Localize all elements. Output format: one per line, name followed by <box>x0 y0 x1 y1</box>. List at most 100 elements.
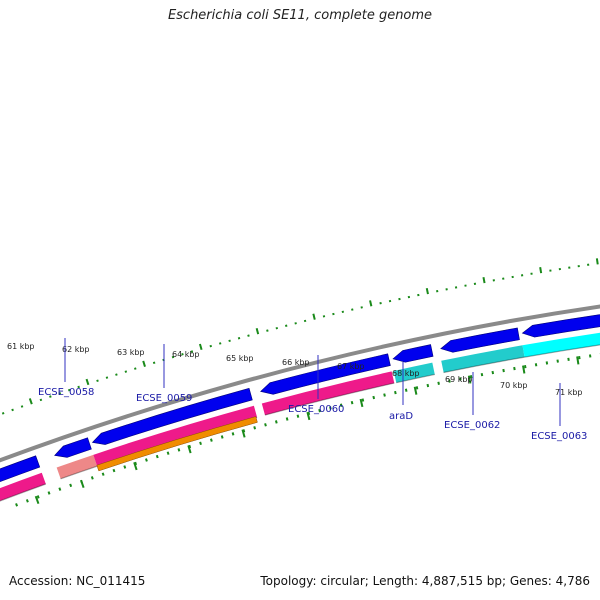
map-title: Escherichia coli SE11, complete genome <box>167 8 433 23</box>
gene-feature-band[interactable] <box>522 329 600 358</box>
scale-minor-tick <box>459 377 462 381</box>
cds-arrow[interactable] <box>440 327 520 353</box>
gene-label[interactable]: ECSE_0058 <box>38 387 94 398</box>
scale-minor-tick <box>177 448 181 452</box>
scale-tick-label: 62 kbp <box>62 345 90 354</box>
scale-minor-tick <box>296 414 300 418</box>
outer-ring-tick <box>266 329 269 332</box>
scale-minor-tick <box>199 441 202 446</box>
cds-arrow[interactable] <box>392 344 434 363</box>
cds-arrow[interactable] <box>0 455 41 483</box>
scale-major-tick <box>34 495 40 505</box>
scale-minor-tick <box>58 487 62 491</box>
genome-backbone <box>0 304 600 463</box>
outer-ring-tick <box>49 395 52 398</box>
scale-tick-label: 61 kbp <box>7 342 35 351</box>
gene-label[interactable]: araD <box>389 411 413 422</box>
scale-minor-tick <box>524 364 527 369</box>
gene-feature-band[interactable] <box>393 362 435 383</box>
outer-ring-tick <box>255 328 260 335</box>
scale-tick-label: 71 kbp <box>555 388 583 397</box>
scale-tick-label: 70 kbp <box>500 381 528 390</box>
scale-minor-tick <box>534 363 538 367</box>
scale-minor-tick <box>15 503 19 507</box>
scale-minor-tick <box>134 461 138 466</box>
scale-tick-label: 67 kbp <box>337 362 365 371</box>
scale-minor-tick <box>339 403 343 407</box>
scale-minor-tick <box>372 395 376 400</box>
scale-minor-tick <box>350 400 354 405</box>
scale-minor-tick <box>47 491 51 495</box>
scale-major-tick <box>133 462 138 471</box>
gene-feature-band-shadow <box>396 373 435 384</box>
outer-ring-tick <box>85 378 90 386</box>
outer-ring-tick <box>181 353 184 356</box>
outer-ring-tick <box>237 336 241 340</box>
gene-feature-band[interactable] <box>0 472 46 504</box>
scale-minor-tick <box>502 368 505 373</box>
scale-minor-tick <box>415 386 419 390</box>
gene-feature-band-shadow <box>264 382 395 416</box>
gene-feature-band[interactable] <box>93 405 258 467</box>
outer-ring-tick <box>595 258 599 265</box>
scale-minor-tick <box>437 381 440 385</box>
cds-arrow[interactable] <box>54 437 92 458</box>
scale-tick-label: 68 kbp <box>392 369 420 378</box>
scale-major-tick <box>522 365 526 374</box>
scale-minor-tick <box>491 370 495 375</box>
outer-ring-tick <box>228 339 231 343</box>
scale-minor-tick <box>231 432 235 436</box>
scale-minor-tick <box>426 383 430 388</box>
scale-major-tick <box>306 411 311 421</box>
scale-minor-tick <box>166 451 170 455</box>
outer-ring-tick <box>115 373 118 376</box>
outer-ring-tick <box>152 361 156 365</box>
scale-minor-tick <box>383 393 386 397</box>
scale-minor-tick <box>329 406 332 410</box>
scale-tick-label: 63 kbp <box>117 348 145 357</box>
gene-feature-band[interactable] <box>441 345 525 373</box>
outer-ring-tick <box>105 376 109 379</box>
gene-feature-band-orange[interactable] <box>96 416 258 472</box>
scale-minor-tick <box>123 465 127 469</box>
scale-tick-label: 69 kbp <box>445 375 473 384</box>
outer-ring-tick <box>482 276 486 284</box>
scale-minor-tick <box>188 444 192 449</box>
scale-minor-tick <box>285 417 289 421</box>
outer-ring-tick <box>67 388 71 392</box>
scale-minor-tick <box>448 379 451 383</box>
scale-minor-tick <box>90 476 94 480</box>
cds-arrow[interactable] <box>260 353 391 395</box>
gene-label[interactable]: ECSE_0060 <box>288 404 344 415</box>
scale-minor-tick <box>394 390 397 395</box>
scale-minor-tick <box>69 483 73 488</box>
gene-feature-band[interactable] <box>261 371 395 416</box>
outer-ring-tick <box>171 355 175 359</box>
gene-feature-band[interactable] <box>56 454 98 479</box>
gene-label[interactable]: ECSE_0063 <box>531 431 587 442</box>
scale-minor-tick <box>318 408 321 413</box>
gene-feature-band-shadow <box>0 483 47 502</box>
scale-major-tick <box>359 398 364 408</box>
outer-ring-tick <box>39 398 43 402</box>
scale-minor-tick <box>25 499 29 503</box>
outer-ring-tick <box>198 343 203 351</box>
genome-summary-text: Topology: circular; Length: 4,887,515 bp… <box>260 574 590 588</box>
outer-ring-tick <box>369 300 373 307</box>
scale-minor-tick <box>209 438 213 442</box>
scale-minor-tick <box>469 375 473 379</box>
outer-ring-tick <box>142 360 146 367</box>
scale-tick-label: 65 kbp <box>226 354 254 363</box>
scale-minor-tick <box>242 429 246 433</box>
scale-major-tick <box>187 445 192 454</box>
scale-minor-tick <box>155 454 159 459</box>
outer-ring-tick <box>275 326 279 330</box>
gene-label[interactable]: ECSE_0059 <box>136 393 192 404</box>
cds-arrow[interactable] <box>91 387 253 445</box>
gene-label[interactable]: ECSE_0062 <box>444 420 500 431</box>
outer-ring-tick <box>77 385 80 389</box>
scale-minor-tick <box>220 435 224 439</box>
scale-minor-tick <box>145 458 148 462</box>
cds-arrow[interactable] <box>521 312 600 338</box>
